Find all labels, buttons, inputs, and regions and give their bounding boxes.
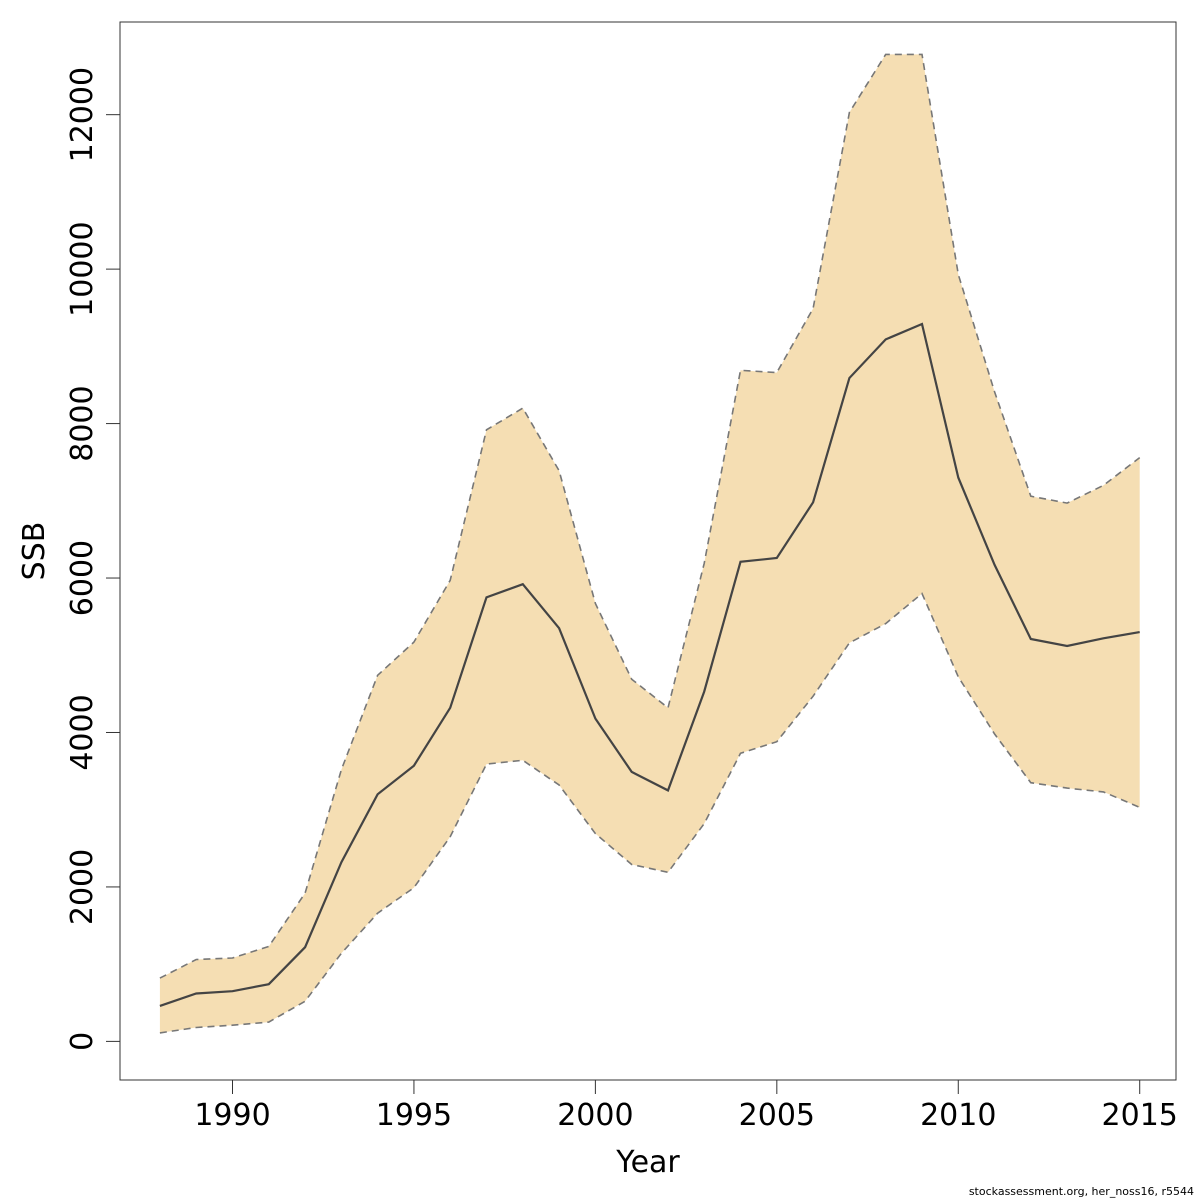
x-tick-label: 1990 — [194, 1098, 270, 1133]
y-tick-label: 10000 — [65, 221, 100, 316]
x-tick-label: 2015 — [1102, 1098, 1178, 1133]
ssb-estimate-line — [159, 322, 1140, 1007]
x-tick-label: 2010 — [920, 1098, 996, 1133]
source-note: stockassessment.org, her_noss16, r5544 — [968, 1185, 1194, 1198]
y-tick-label: 4000 — [65, 694, 100, 770]
y-axis-title: SSB — [17, 522, 52, 581]
x-axis-title: Year — [615, 1145, 680, 1180]
upper-bound-line — [159, 53, 1141, 979]
plot-frame — [119, 21, 1177, 1081]
y-tick-label: 2000 — [65, 849, 100, 925]
confidence-band — [159, 54, 1140, 1033]
x-tick-label: 2005 — [739, 1098, 815, 1133]
y-tick-label: 0 — [65, 1032, 100, 1051]
lower-bound-line — [159, 592, 1141, 1034]
plot-area — [159, 53, 1141, 1034]
y-axis: 0 2000 4000 6000 8000 10000 12000 — [65, 67, 120, 1051]
y-tick-label: 8000 — [65, 385, 100, 461]
y-tick-label: 6000 — [65, 540, 100, 616]
y-tick-label: 12000 — [65, 67, 100, 162]
x-tick-label: 2000 — [557, 1098, 633, 1133]
x-tick-label: 1995 — [376, 1098, 452, 1133]
x-axis: 1990 1995 2000 2005 2010 2015 — [194, 1080, 1178, 1133]
